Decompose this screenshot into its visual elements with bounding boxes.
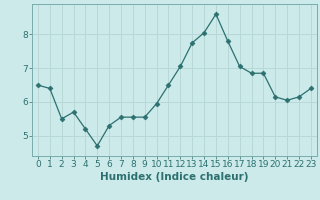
X-axis label: Humidex (Indice chaleur): Humidex (Indice chaleur) [100,172,249,182]
